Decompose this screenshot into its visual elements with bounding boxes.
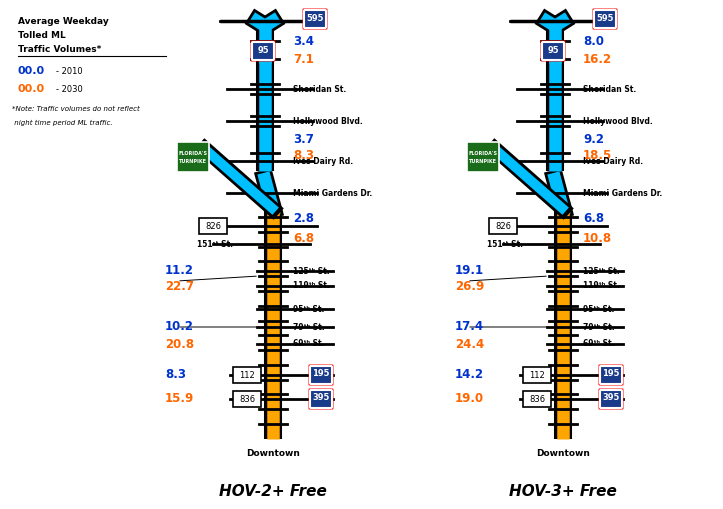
- Text: HOV-2+ Free: HOV-2+ Free: [219, 484, 327, 498]
- Text: 119ᵗʰ St.: 119ᵗʰ St.: [583, 281, 620, 291]
- Text: - 2030: - 2030: [56, 84, 82, 94]
- FancyBboxPatch shape: [542, 42, 564, 60]
- Text: 112: 112: [529, 371, 545, 380]
- FancyBboxPatch shape: [523, 391, 551, 407]
- Text: 6.8: 6.8: [583, 212, 604, 224]
- Text: 10.2: 10.2: [165, 321, 194, 333]
- Text: Ives Dairy Rd.: Ives Dairy Rd.: [293, 156, 353, 165]
- FancyBboxPatch shape: [600, 366, 622, 384]
- Text: 8.3: 8.3: [293, 149, 314, 161]
- Text: 3.4: 3.4: [293, 35, 314, 47]
- FancyBboxPatch shape: [599, 388, 623, 410]
- Text: 69ᵗʰ St.: 69ᵗʰ St.: [293, 340, 325, 349]
- FancyBboxPatch shape: [199, 218, 227, 234]
- FancyBboxPatch shape: [177, 142, 209, 172]
- Text: Average Weekday: Average Weekday: [18, 16, 108, 25]
- Text: 14.2: 14.2: [455, 369, 484, 382]
- FancyBboxPatch shape: [599, 364, 623, 385]
- Text: 79ᵗʰ St.: 79ᵗʰ St.: [293, 323, 325, 331]
- Text: 11.2: 11.2: [165, 265, 194, 277]
- FancyBboxPatch shape: [252, 42, 274, 60]
- Text: 8.3: 8.3: [165, 369, 186, 382]
- Text: 95: 95: [257, 45, 269, 54]
- FancyBboxPatch shape: [541, 41, 565, 62]
- Text: Downtown: Downtown: [246, 448, 300, 458]
- Text: 195: 195: [602, 370, 620, 379]
- Text: 95ᵗʰ St.: 95ᵗʰ St.: [583, 304, 615, 314]
- FancyBboxPatch shape: [310, 390, 332, 408]
- Text: 395: 395: [602, 393, 620, 403]
- Text: FLORIDA'S: FLORIDA'S: [469, 151, 497, 156]
- Text: 10.8: 10.8: [583, 232, 612, 244]
- Text: 195: 195: [312, 370, 330, 379]
- Text: 8.0: 8.0: [583, 35, 604, 47]
- Text: 395: 395: [312, 393, 330, 403]
- FancyBboxPatch shape: [302, 9, 328, 30]
- FancyBboxPatch shape: [309, 388, 333, 410]
- Text: 17.4: 17.4: [455, 321, 484, 333]
- Text: Miami Gardens Dr.: Miami Gardens Dr.: [583, 188, 662, 197]
- Text: *Note: Traffic volumes do not reflect: *Note: Traffic volumes do not reflect: [12, 106, 140, 112]
- Text: Tolled ML: Tolled ML: [18, 31, 66, 40]
- FancyBboxPatch shape: [593, 9, 617, 30]
- Text: 69ᵗʰ St.: 69ᵗʰ St.: [583, 340, 615, 349]
- Text: 7.1: 7.1: [293, 52, 314, 66]
- FancyBboxPatch shape: [304, 10, 326, 28]
- Text: 00.0: 00.0: [18, 84, 45, 94]
- FancyBboxPatch shape: [250, 41, 275, 62]
- Text: 3.7: 3.7: [293, 132, 314, 146]
- Text: Hollywood Blvd.: Hollywood Blvd.: [293, 117, 363, 126]
- FancyBboxPatch shape: [467, 142, 499, 172]
- FancyBboxPatch shape: [310, 366, 332, 384]
- Text: 95: 95: [547, 45, 559, 54]
- Text: TURNPIKE: TURNPIKE: [179, 158, 207, 163]
- Text: Hollywood Blvd.: Hollywood Blvd.: [583, 117, 653, 126]
- Text: 125ᵗʰ St.: 125ᵗʰ St.: [583, 267, 620, 275]
- Text: 15.9: 15.9: [165, 392, 194, 406]
- Text: 826: 826: [495, 221, 511, 231]
- Text: 2.8: 2.8: [293, 212, 314, 224]
- Text: TURNPIKE: TURNPIKE: [469, 158, 497, 163]
- FancyBboxPatch shape: [523, 367, 551, 383]
- Text: 19.0: 19.0: [455, 392, 484, 406]
- Text: 595: 595: [596, 14, 614, 22]
- Text: 595: 595: [307, 14, 324, 22]
- Text: Sheridan St.: Sheridan St.: [293, 84, 346, 94]
- FancyBboxPatch shape: [233, 367, 261, 383]
- Text: 26.9: 26.9: [455, 279, 484, 293]
- Text: 151ˢᵗ St.: 151ˢᵗ St.: [197, 240, 233, 248]
- Text: 836: 836: [239, 394, 255, 404]
- Text: - 2010: - 2010: [56, 67, 82, 75]
- FancyBboxPatch shape: [233, 391, 261, 407]
- Text: 119ᵗʰ St.: 119ᵗʰ St.: [293, 281, 330, 291]
- Text: 79ᵗʰ St.: 79ᵗʰ St.: [583, 323, 615, 331]
- Text: 125ᵗʰ St.: 125ᵗʰ St.: [293, 267, 330, 275]
- Text: 16.2: 16.2: [583, 52, 612, 66]
- Text: night time period ML traffic.: night time period ML traffic.: [12, 120, 113, 126]
- Text: 00.0: 00.0: [18, 66, 45, 76]
- Text: FLORIDA'S: FLORIDA'S: [179, 151, 208, 156]
- Text: HOV-3+ Free: HOV-3+ Free: [509, 484, 617, 498]
- Text: 24.4: 24.4: [455, 337, 484, 351]
- Text: 95ᵗʰ St.: 95ᵗʰ St.: [293, 304, 325, 314]
- Text: 18.5: 18.5: [583, 149, 612, 161]
- Text: 6.8: 6.8: [293, 232, 314, 244]
- FancyBboxPatch shape: [594, 10, 616, 28]
- Text: 22.7: 22.7: [165, 279, 194, 293]
- Text: 9.2: 9.2: [583, 132, 604, 146]
- Text: Traffic Volumes*: Traffic Volumes*: [18, 44, 101, 53]
- Text: 20.8: 20.8: [165, 337, 194, 351]
- Text: Miami Gardens Dr.: Miami Gardens Dr.: [293, 188, 372, 197]
- Text: 19.1: 19.1: [455, 265, 484, 277]
- FancyBboxPatch shape: [600, 390, 622, 408]
- FancyBboxPatch shape: [489, 218, 517, 234]
- Text: 836: 836: [529, 394, 545, 404]
- Text: Downtown: Downtown: [536, 448, 590, 458]
- Text: 112: 112: [239, 371, 255, 380]
- FancyBboxPatch shape: [309, 364, 333, 385]
- Text: Ives Dairy Rd.: Ives Dairy Rd.: [583, 156, 643, 165]
- Text: 151ˢᵗ St.: 151ˢᵗ St.: [487, 240, 523, 248]
- Text: Sheridan St.: Sheridan St.: [583, 84, 636, 94]
- Text: 826: 826: [205, 221, 221, 231]
